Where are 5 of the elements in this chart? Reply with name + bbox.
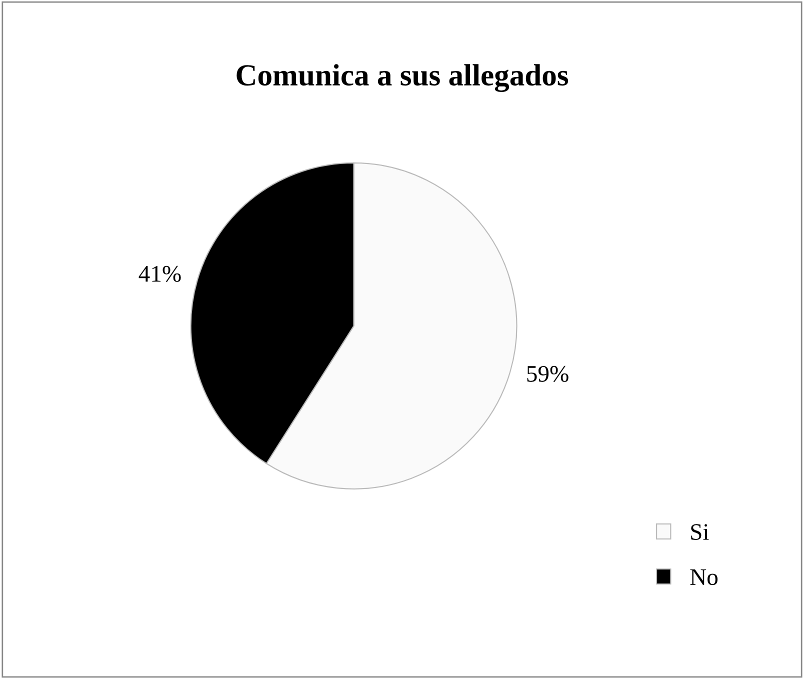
data-label: 41% [138, 266, 181, 282]
legend-label: No [690, 569, 718, 586]
data-label: 59% [527, 366, 568, 382]
legend-label: Si [691, 524, 709, 540]
chart-title: Comunica a sus allegados [236, 64, 568, 92]
